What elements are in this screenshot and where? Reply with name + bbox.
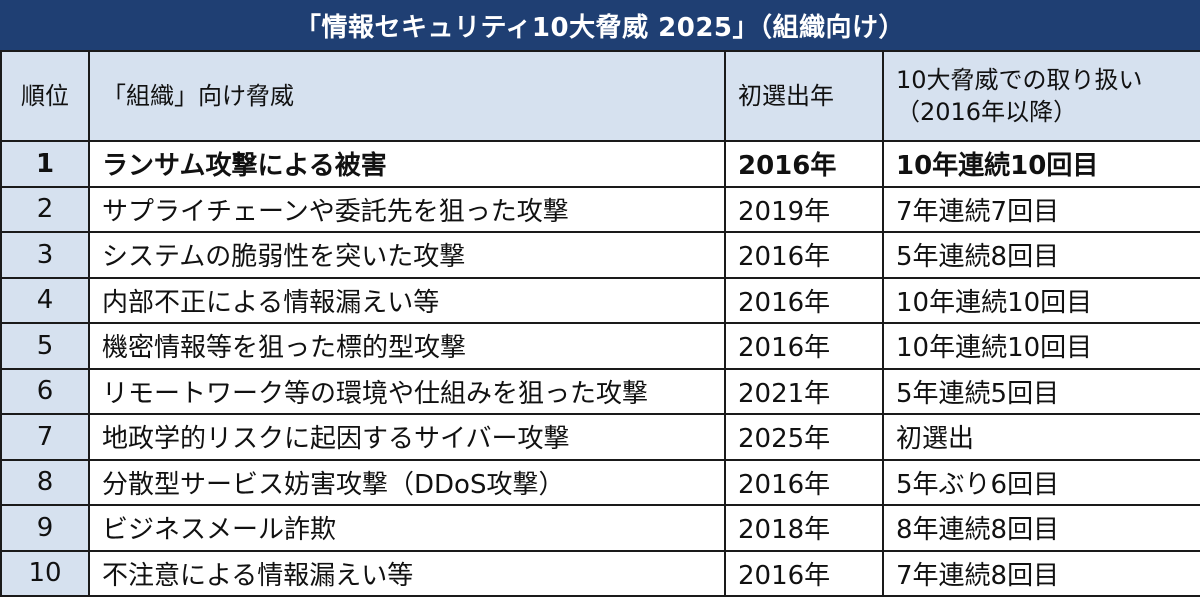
table-row: 5 機密情報等を狙った標的型攻撃 2016年 10年連続10回目 [0,322,1200,370]
treatment-cell: 5年ぶり6回目 [882,458,1200,506]
treatment-cell: 7年連続8回目 [882,549,1200,597]
year-cell: 2016年 [724,140,884,188]
year-cell: 2016年 [724,276,884,324]
treatment-cell: 5年連続8回目 [882,231,1200,279]
rank-cell: 8 [0,458,90,506]
rank-cell: 3 [0,231,90,279]
treatment-cell: 10年連続10回目 [882,140,1200,188]
year-cell: 2021年 [724,367,884,415]
year-cell: 2016年 [724,322,884,370]
header-treatment: 10大脅威での取り扱い （2016年以降） [882,50,1200,142]
year-cell: 2016年 [724,549,884,597]
treatment-cell: 10年連続10回目 [882,322,1200,370]
treatment-cell: 8年連続8回目 [882,504,1200,552]
year-cell: 2016年 [724,231,884,279]
threat-ranking-table: 順位 「組織」向け脅威 初選出年 10大脅威での取り扱い （2016年以降） 1… [0,50,1200,597]
year-cell: 2018年 [724,504,884,552]
year-cell: 2019年 [724,185,884,233]
table-row: 1 ランサム攻撃による被害 2016年 10年連続10回目 [0,140,1200,188]
table-row: 4 内部不正による情報漏えい等 2016年 10年連続10回目 [0,276,1200,324]
threat-cell: リモートワーク等の環境や仕組みを狙った攻撃 [88,367,726,415]
year-cell: 2016年 [724,458,884,506]
treatment-cell: 初選出 [882,413,1200,461]
treatment-cell: 7年連続7回目 [882,185,1200,233]
rank-cell: 2 [0,185,90,233]
table-row: 7 地政学的リスクに起因するサイバー攻撃 2025年 初選出 [0,413,1200,461]
treatment-cell: 10年連続10回目 [882,276,1200,324]
header-rank: 順位 [0,50,90,142]
rank-cell: 9 [0,504,90,552]
rank-cell: 4 [0,276,90,324]
table-row: 2 サプライチェーンや委託先を狙った攻撃 2019年 7年連続7回目 [0,185,1200,233]
threat-cell: 地政学的リスクに起因するサイバー攻撃 [88,413,726,461]
threat-cell: ランサム攻撃による被害 [88,140,726,188]
table-row: 9 ビジネスメール詐欺 2018年 8年連続8回目 [0,504,1200,552]
rank-cell: 7 [0,413,90,461]
table-row: 6 リモートワーク等の環境や仕組みを狙った攻撃 2021年 5年連続5回目 [0,367,1200,415]
treatment-cell: 5年連続5回目 [882,367,1200,415]
rank-cell: 6 [0,367,90,415]
threat-cell: 内部不正による情報漏えい等 [88,276,726,324]
threat-cell: システムの脆弱性を突いた攻撃 [88,231,726,279]
page-title: 「情報セキュリティ10大脅威 2025」（組織向け） [0,0,1200,50]
table-row: 8 分散型サービス妨害攻撃（DDoS攻撃） 2016年 5年ぶり6回目 [0,458,1200,506]
header-threat: 「組織」向け脅威 [88,50,726,142]
rank-cell: 1 [0,140,90,188]
rank-cell: 10 [0,549,90,597]
header-first-selected: 初選出年 [724,50,884,142]
header-treatment-line1: 10大脅威での取り扱い [896,66,1143,94]
table-row: 3 システムの脆弱性を突いた攻撃 2016年 5年連続8回目 [0,231,1200,279]
header-treatment-line2: （2016年以降） [896,98,1078,126]
table-row: 10 不注意による情報漏えい等 2016年 7年連続8回目 [0,549,1200,597]
year-cell: 2025年 [724,413,884,461]
rank-cell: 5 [0,322,90,370]
threat-cell: 分散型サービス妨害攻撃（DDoS攻撃） [88,458,726,506]
threat-cell: 不注意による情報漏えい等 [88,549,726,597]
threat-cell: ビジネスメール詐欺 [88,504,726,552]
threat-cell: 機密情報等を狙った標的型攻撃 [88,322,726,370]
table-header-row: 順位 「組織」向け脅威 初選出年 10大脅威での取り扱い （2016年以降） [0,50,1200,142]
threat-cell: サプライチェーンや委託先を狙った攻撃 [88,185,726,233]
